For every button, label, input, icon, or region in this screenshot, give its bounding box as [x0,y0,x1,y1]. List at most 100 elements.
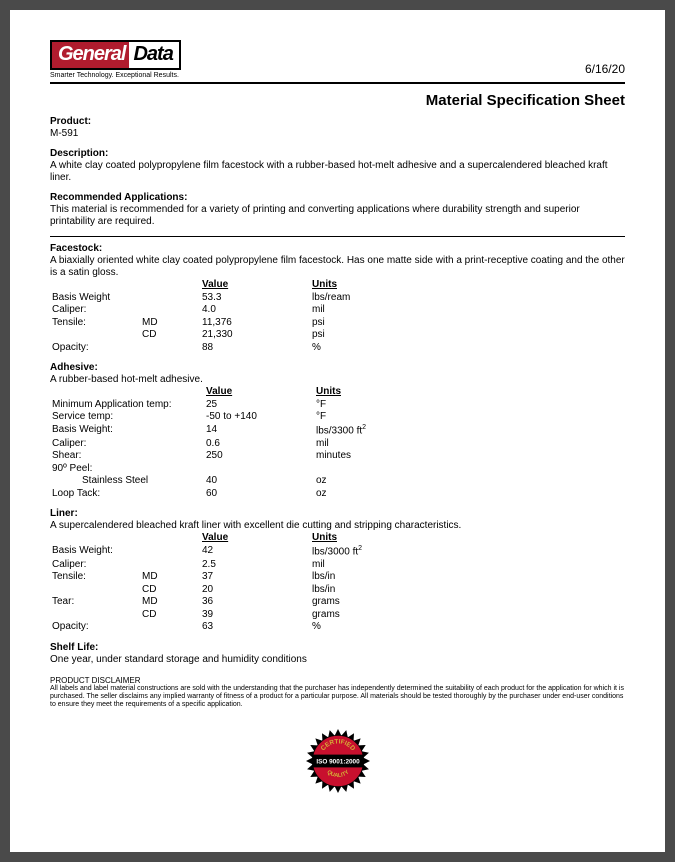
disclaimer-text: All labels and label material constructi… [50,685,625,709]
facestock-rows: Basis Weight53.3lbs/reamCaliper:4.0milTe… [50,292,625,355]
cell-dir [140,342,200,355]
value-header: Value [202,532,228,543]
cell-prop [50,584,140,597]
facestock-label: Facestock: [50,243,625,255]
document-page: General Data Smarter Technology. Excepti… [10,10,665,852]
cell-units: lbs/ream [310,292,625,305]
adhesive-text: A rubber-based hot-melt adhesive. [50,374,625,386]
cell-value: -50 to +140 [204,411,314,424]
cell-dir [140,545,200,559]
divider [50,236,625,237]
adhesive-block: Adhesive: A rubber-based hot-melt adhesi… [50,362,625,500]
cell-prop: Opacity: [50,621,140,634]
table-row: Basis Weight:14lbs/3300 ft2 [50,424,625,438]
cell-prop: Shear: [50,450,204,463]
liner-label: Liner: [50,508,625,520]
product-block: Product: M-591 [50,116,625,140]
recommended-text: This material is recommended for a varie… [50,204,625,228]
logo-part-data: Data [129,42,178,68]
cell-value: 21,330 [200,329,310,342]
cell-prop: Basis Weight [50,292,140,305]
table-header-row: Value Units [50,386,625,399]
cell-prop: Opacity: [50,342,140,355]
cell-units: mil [314,438,625,451]
units-header: Units [312,279,337,290]
seal-icon: CERTIFIED ISO 9001:2000 QUALITY [298,721,378,801]
cell-value: 14 [204,424,314,438]
cell-prop: Tensile: [50,317,140,330]
cell-units: % [310,342,625,355]
cell-prop: Basis Weight: [50,545,140,559]
liner-rows: Basis Weight:42lbs/3000 ft2Caliper:2.5mi… [50,545,625,634]
document-title: Material Specification Sheet [50,92,625,110]
cell-value: 20 [200,584,310,597]
cell-dir: CD [140,609,200,622]
disclaimer-head: PRODUCT DISCLAIMER [50,676,625,686]
logo-block: General Data Smarter Technology. Excepti… [50,40,181,80]
shelf-label: Shelf Life: [50,642,625,654]
cell-units: oz [314,488,625,501]
table-header-row: Value Units [50,279,625,292]
cell-units [314,463,625,476]
description-text: A white clay coated polypropylene film f… [50,160,625,184]
liner-block: Liner: A supercalendered bleached kraft … [50,508,625,633]
cell-value: 63 [200,621,310,634]
table-row: Tensile:MD11,376psi [50,317,625,330]
table-row: Opacity:88% [50,342,625,355]
table-row: Tear:MD36grams [50,596,625,609]
table-row: Basis Weight53.3lbs/ream [50,292,625,305]
cell-value: 25 [204,399,314,412]
table-row: Opacity: 63% [50,621,625,634]
cell-value: 11,376 [200,317,310,330]
cell-prop: Loop Tack: [50,488,204,501]
certification-seal: CERTIFIED ISO 9001:2000 QUALITY [50,721,625,805]
cell-prop: Tear: [50,596,140,609]
units-header: Units [316,386,341,397]
adhesive-label: Adhesive: [50,362,625,374]
cell-units: % [310,621,625,634]
cell-dir: MD [140,596,200,609]
cell-value: 36 [200,596,310,609]
cell-units: °F [314,411,625,424]
adhesive-table: Value Units Minimum Application temp:25°… [50,386,625,500]
product-label: Product: [50,116,625,128]
header: General Data Smarter Technology. Excepti… [50,40,625,84]
shelf-text: One year, under standard storage and hum… [50,654,625,666]
cell-value: 4.0 [200,304,310,317]
table-row: Tensile:MD37lbs/in [50,571,625,584]
cell-prop: Stainless Steel [50,475,204,488]
recommended-label: Recommended Applications: [50,192,625,204]
cell-prop: 90º Peel: [50,463,204,476]
cell-value: 39 [200,609,310,622]
seal-mid-text: ISO 9001:2000 [316,759,360,766]
table-row: 90º Peel: [50,463,625,476]
cell-value: 60 [204,488,314,501]
cell-units: lbs/3000 ft2 [310,545,625,559]
table-row: CD21,330psi [50,329,625,342]
cell-units: minutes [314,450,625,463]
value-header: Value [202,279,228,290]
cell-value [204,463,314,476]
facestock-block: Facestock: A biaxially oriented white cl… [50,243,625,354]
table-row: Caliper:0.6mil [50,438,625,451]
cell-value: 40 [204,475,314,488]
cell-prop [50,329,140,342]
cell-dir: MD [140,317,200,330]
cell-dir: CD [140,584,200,597]
liner-text: A supercalendered bleached kraft liner w… [50,520,625,532]
cell-units: mil [310,559,625,572]
cell-dir [140,621,200,634]
facestock-text: A biaxially oriented white clay coated p… [50,255,625,279]
table-row: Shear:250minutes [50,450,625,463]
cell-prop [50,609,140,622]
cell-dir: MD [140,571,200,584]
cell-prop: Caliper: [50,559,140,572]
table-header-row: Value Units [50,532,625,545]
adhesive-rows: Minimum Application temp:25°FService tem… [50,399,625,500]
cell-units: psi [310,317,625,330]
cell-dir [140,292,200,305]
cell-dir: CD [140,329,200,342]
table-row: Minimum Application temp:25°F [50,399,625,412]
company-logo: General Data [50,40,181,70]
facestock-table: Value Units Basis Weight53.3lbs/reamCali… [50,279,625,354]
